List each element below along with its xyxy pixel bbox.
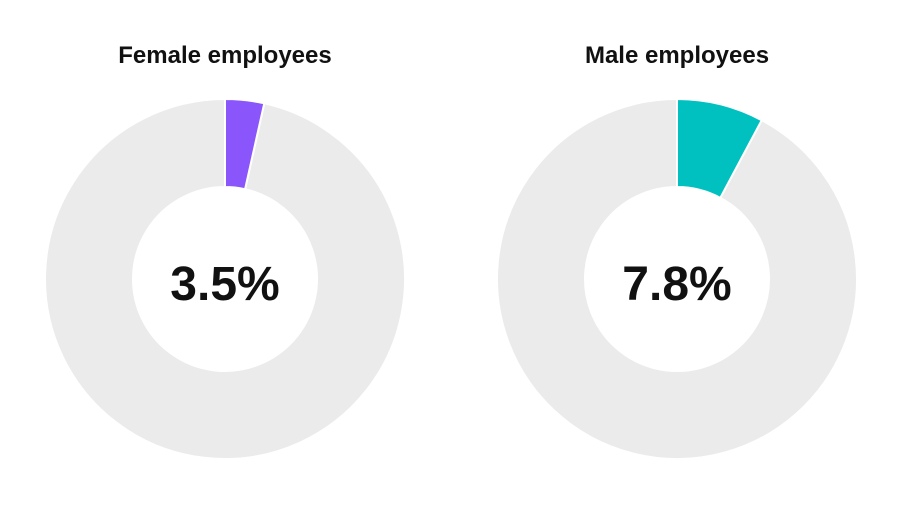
center-value-female: 3.5% — [170, 258, 279, 311]
donut-slice-male-highlight — [676, 97, 764, 200]
chart-title-male: Male employees — [585, 42, 769, 69]
donut-slice-female-remainder — [44, 97, 406, 460]
donut-slice-male-remainder — [496, 97, 858, 460]
donut-chart-female: Female employees 3.5% — [44, 42, 406, 460]
slices-group-male — [496, 97, 858, 460]
chart-title-female: Female employees — [118, 42, 331, 69]
center-value-male: 7.8% — [622, 258, 731, 311]
donut-chart-male: Male employees 7.8% — [496, 42, 858, 460]
slices-group-female — [44, 97, 406, 460]
donut-slice-female-highlight — [224, 97, 266, 191]
